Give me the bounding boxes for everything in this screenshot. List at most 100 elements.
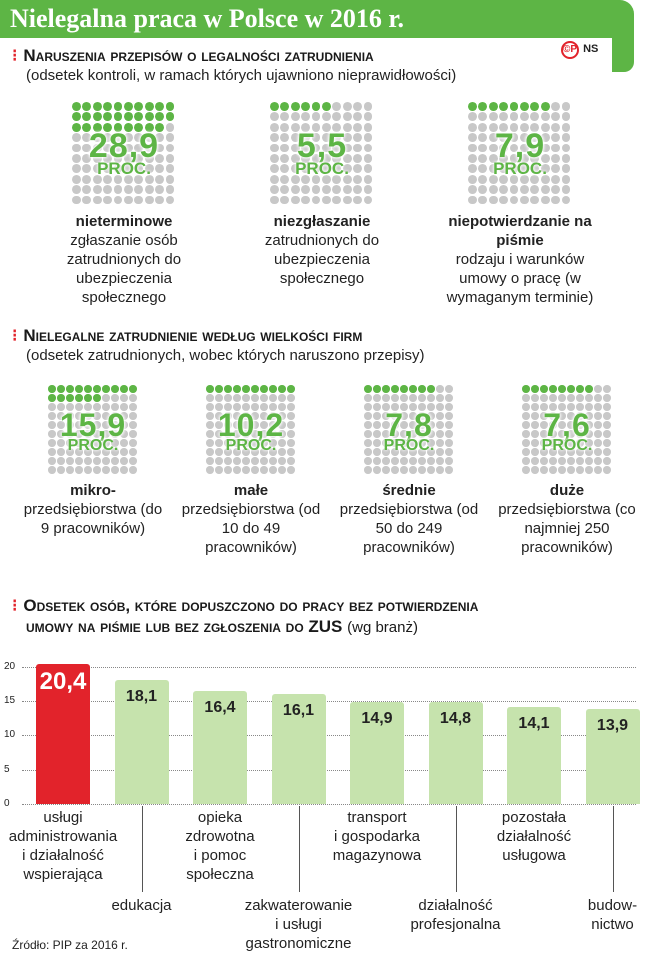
matrix-dot [134,133,144,143]
matrix-dot [75,412,83,420]
category-label-line: działalność [418,897,493,914]
category-label-line: i usługi [275,916,322,933]
matrix-dot [269,448,277,456]
matrix-dot [215,430,223,438]
matrix-dot [603,394,611,402]
matrix-dot [488,102,498,111]
matrix-dot [468,133,477,143]
matrix-dot [242,403,250,411]
matrix-dot [75,466,83,474]
matrix-dot [120,457,128,465]
matrix-dot [478,185,488,195]
matrix-dot [373,412,381,420]
matrix-dot [373,466,381,474]
matrix-dot [103,154,113,163]
y-tick-label: 15 [4,695,16,707]
matrix-dot [165,133,175,143]
matrix-dot [520,122,529,132]
matrix-dot [72,164,81,174]
matrix-dot [520,143,529,153]
matrix-dot [322,122,331,132]
category-label-line: magazynowa [332,847,422,864]
matrix-dot [585,403,593,411]
matrix-dot [418,394,426,402]
matrix-dot [113,122,123,132]
matrix-dot [165,122,175,132]
matrix-dot [48,403,56,411]
bar-value-label: 16,1 [282,701,315,719]
matrix-dot [332,112,342,122]
matrix-dot [269,394,277,402]
matrix-dot [427,385,435,393]
matrix-dot [558,430,566,438]
stat-value: 10,2 [217,406,285,443]
matrix-dot [400,394,408,402]
matrix-dot [531,430,539,438]
stat-label: duże przedsiębiorstwa (co najmniej 250 pr… [492,481,642,557]
matrix-dot [561,185,571,195]
category-label-line: społeczna [186,866,254,883]
matrix-dot [373,448,381,456]
matrix-dot [427,430,435,438]
matrix-dot [66,394,74,402]
matrix-dot [322,164,331,174]
matrix-dot [540,403,548,411]
bar: 20,4 [36,664,90,804]
stat-label-bold: duże [549,482,585,499]
matrix-dot [251,412,259,420]
category-label: transport i gospodarka magazynowa [307,808,447,865]
matrix-dot [603,457,611,465]
gridline [22,804,636,805]
section-marker-icon: ⁝ [12,46,18,65]
matrix-dot [278,430,286,438]
matrix-dot [488,174,498,184]
matrix-dot [290,102,300,111]
matrix-dot [382,430,390,438]
stat-value: 7,6 [543,406,591,443]
matrix-dot [418,385,426,393]
matrix-dot [129,466,137,474]
matrix-dot [363,185,373,195]
matrix-dot [594,439,602,447]
matrix-dot [540,154,550,163]
stat-label-text: zgłaszanie osób zatrudnionych do ubezpie… [66,232,182,306]
matrix-dot [468,164,477,174]
matrix-dot [468,195,477,205]
matrix-dot [280,185,290,195]
matrix-dot [311,143,321,153]
matrix-dot [215,421,223,429]
matrix-dot [269,421,277,429]
category-label-line: usługowa [502,847,566,864]
matrix-dot [478,154,488,163]
matrix-dot [278,403,286,411]
matrix-dot [75,421,83,429]
matrix-dot [57,430,65,438]
matrix-dot [418,439,426,447]
category-label-line: działalność [496,828,572,845]
matrix-dot [134,154,144,163]
matrix-dot [594,421,602,429]
matrix-dot [530,185,540,195]
matrix-dot [332,154,342,163]
matrix-dot [522,430,530,438]
matrix-dot [278,385,286,393]
matrix-dot [418,430,426,438]
matrix-dot [382,457,390,465]
matrix-dot [124,102,133,111]
matrix-dot [520,164,529,174]
matrix-dot [427,394,435,402]
matrix-dot [576,439,584,447]
matrix-dot [364,448,372,456]
matrix-dot [468,112,477,122]
matrix-dot [567,430,575,438]
matrix-dot [499,154,509,163]
matrix-dot [363,133,373,143]
matrix-dot [82,143,92,153]
matrix-dot [540,133,550,143]
matrix-dot [260,439,268,447]
matrix-dot [93,457,101,465]
matrix-dot [242,430,250,438]
matrix-dot [260,403,268,411]
matrix-dot [242,412,250,420]
matrix-dot [342,185,352,195]
